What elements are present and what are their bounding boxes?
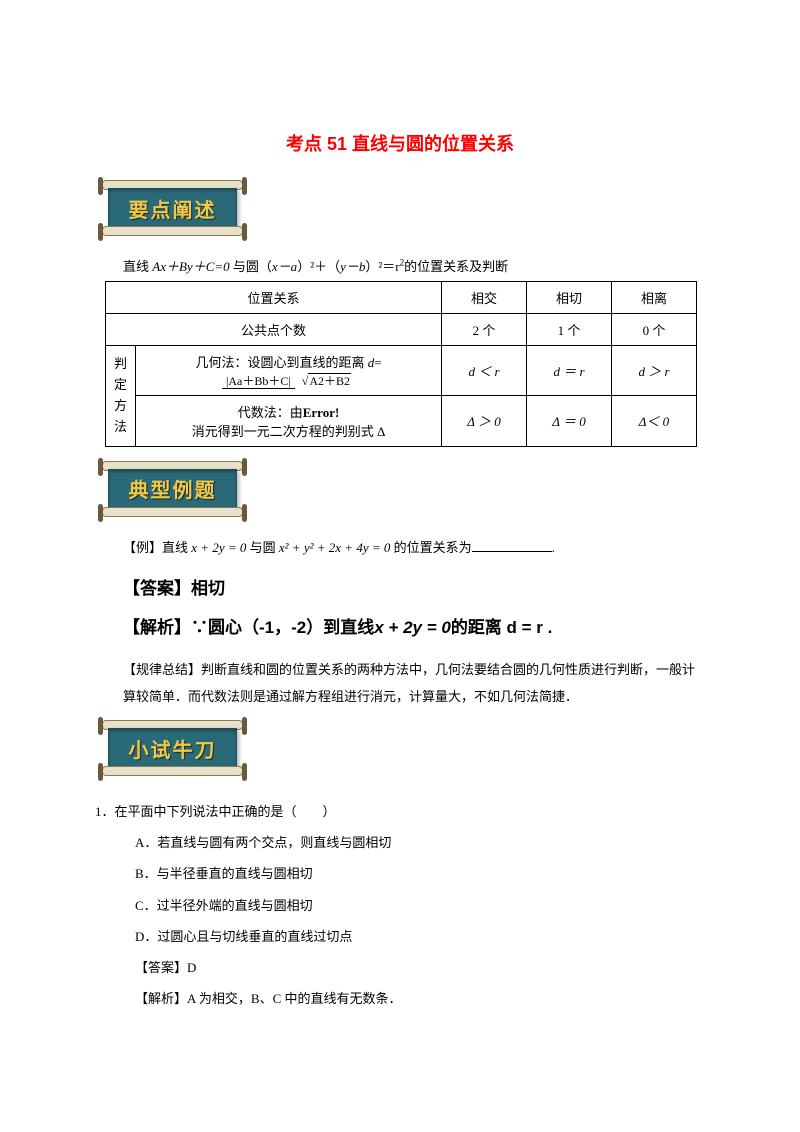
cell-2pts: 2 个 [442,314,527,346]
relation-table: 位置关系 相交 相切 相离 公共点个数 2 个 1 个 0 个 判定方法 几何法… [105,281,697,447]
intro-text: 直线 Ax＋By＋C=0 与圆（x－a）²＋（y－b）²＝r2的位置关系及判断 [123,256,705,275]
question-stem: 1．在平面中下列说法中正确的是（ ） [95,796,705,827]
geo-tangent: d ＝ r [527,346,612,396]
practice-answer: 【答案】D [135,952,705,983]
algebraic-method: 代数法：由Error! 消元得到一元二次方程的判别式 Δ [136,395,442,446]
geometric-method: 几何法：设圆心到直线的距离 d= |Aa＋Bb＋C| √A2＋B2 [136,346,442,396]
option-d: D．过圆心且与切线垂直的直线过切点 [135,921,705,952]
alg-tangent: Δ ＝ 0 [527,395,612,446]
banner-text: 小试牛刀 [129,734,217,763]
section-banner-practice: 小试牛刀 [90,720,255,776]
rule-summary: 【规律总结】判断直线和圆的位置关系的两种方法中，几何法要结合圆的几何性质进行判断… [123,656,705,711]
option-b: B．与半径垂直的直线与圆相切 [135,858,705,889]
row-common-points: 公共点个数 [106,314,442,346]
example-answer: 【答案】相切 [123,574,705,599]
method-label: 判定方法 [106,346,136,447]
example-explanation: 【解析】∵圆心（-1，-2）到直线x + 2y = 0的距离 d = r . [123,613,705,638]
section-banner-examples: 典型例题 [90,461,255,517]
alg-separate: Δ＜ 0 [612,395,697,446]
practice-explanation: 【解析】A 为相交，B、C 中的直线有无数条． [135,983,705,1014]
page-title: 考点 51 直线与圆的位置关系 [95,130,705,156]
option-a: A．若直线与圆有两个交点，则直线与圆相切 [135,827,705,858]
cell-0pts: 0 个 [612,314,697,346]
geo-separate: d ＞ r [612,346,697,396]
section-banner-concepts: 要点阐述 [90,180,255,236]
th-separate: 相离 [612,282,697,314]
th-tangent: 相切 [527,282,612,314]
banner-text: 典型例题 [129,474,217,503]
th-relation: 位置关系 [106,282,442,314]
th-intersect: 相交 [442,282,527,314]
example-question: 【例】直线 x + 2y = 0 与圆 x² + y² + 2x + 4y = … [123,537,705,556]
banner-text: 要点阐述 [129,194,217,223]
geo-intersect: d ＜ r [442,346,527,396]
option-c: C．过半径外端的直线与圆相切 [135,890,705,921]
cell-1pt: 1 个 [527,314,612,346]
practice-question-1: 1．在平面中下列说法中正确的是（ ） A．若直线与圆有两个交点，则直线与圆相切 … [95,796,705,1014]
alg-intersect: Δ ＞ 0 [442,395,527,446]
